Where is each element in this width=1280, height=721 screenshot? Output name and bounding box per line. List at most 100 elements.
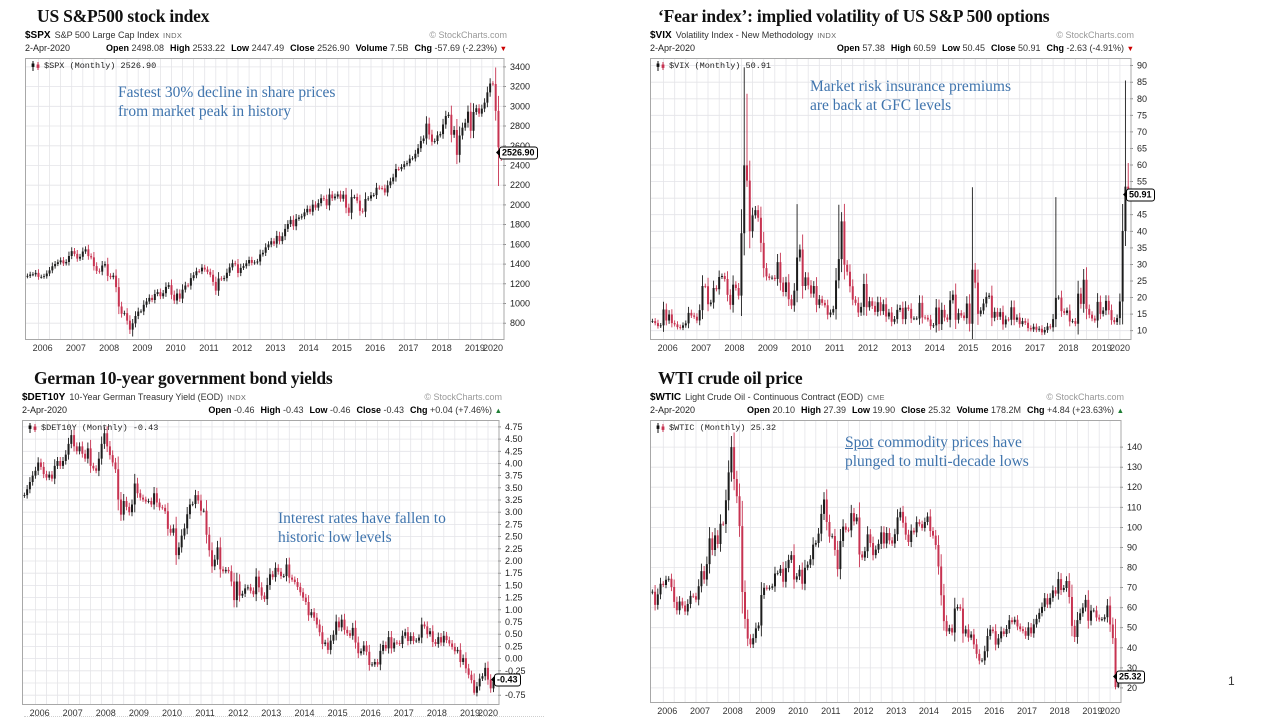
svg-text:2018: 2018 xyxy=(1058,343,1078,353)
svg-text:2011: 2011 xyxy=(195,708,214,718)
annotation: Spot commodity prices have plunged to mu… xyxy=(845,434,1029,472)
panel-title: US S&P500 stock index xyxy=(37,6,210,26)
svg-text:2012: 2012 xyxy=(853,706,873,716)
svg-text:1.00: 1.00 xyxy=(505,605,523,615)
last-price-tag: -0.43 xyxy=(491,673,521,687)
svg-text:120: 120 xyxy=(1127,482,1142,492)
candlestick-icon xyxy=(656,423,665,433)
page-number: 1 xyxy=(1228,674,1235,688)
svg-text:2009: 2009 xyxy=(129,708,149,718)
svg-text:140: 140 xyxy=(1127,442,1142,452)
annotation-text: Interest rates have fallen to historic l… xyxy=(278,510,446,546)
exchange-label: CME xyxy=(867,393,885,402)
svg-text:55: 55 xyxy=(1137,177,1147,187)
ohlc-quote: Open 20.10 High 27.39 Low 19.90 Close 25.32… xyxy=(746,405,1124,415)
svg-text:75: 75 xyxy=(1137,110,1147,120)
svg-text:80: 80 xyxy=(1127,563,1137,573)
stockcharts-chart: $VIX Volatility Index - New Methodology … xyxy=(650,30,1174,356)
plot-area: 4.75 4.50 4.25 4.00 3.75 3.50 3.25 3.00 2.75 2.50… xyxy=(22,420,542,721)
quote-date: 2-Apr-2020 xyxy=(650,43,696,53)
svg-text:2016: 2016 xyxy=(361,708,381,718)
svg-text:2012: 2012 xyxy=(858,343,878,353)
svg-text:100: 100 xyxy=(1127,522,1142,532)
panel-det10y: German 10-year government bond yields $D… xyxy=(22,368,542,721)
svg-text:3400: 3400 xyxy=(510,62,530,72)
candlestick-icon xyxy=(656,61,665,71)
candlestick-chart: 3400 3200 3000 2800 2600 2400 2200 2000 1800 1600… xyxy=(25,58,530,353)
svg-text:2.50: 2.50 xyxy=(505,532,523,542)
svg-text:2015: 2015 xyxy=(332,343,352,353)
legend-label: $DET10Y (Monthly) -0.43 xyxy=(41,423,159,433)
svg-text:2017: 2017 xyxy=(398,343,418,353)
svg-text:2017: 2017 xyxy=(1017,706,1037,716)
quote-row: 2-Apr-2020 Open 57.38 High 60.59 Low 50.45… xyxy=(650,43,1134,57)
quote-row: 2-Apr-2020 Open 2498.08 High 2533.22 Low 2… xyxy=(25,43,507,57)
svg-text:110: 110 xyxy=(1127,502,1141,512)
ticker-row: $WTIC Light Crude Oil - Continuous Contr… xyxy=(650,392,1124,405)
candlestick-icon xyxy=(28,423,37,433)
svg-text:2007: 2007 xyxy=(691,343,711,353)
svg-text:2006: 2006 xyxy=(658,343,678,353)
ticker-symbol: $DET10Y xyxy=(22,392,66,403)
exchange-label: INDX xyxy=(163,31,183,40)
panel-title: WTI crude oil price xyxy=(658,368,803,388)
svg-text:2013: 2013 xyxy=(886,706,906,716)
panel-spx: US S&P500 stock index $SPX S&P 500 Large… xyxy=(25,6,547,356)
divider xyxy=(24,716,544,719)
svg-text:30: 30 xyxy=(1137,259,1147,269)
svg-text:1400: 1400 xyxy=(510,259,530,269)
svg-text:2.25: 2.25 xyxy=(505,544,523,554)
annotation: Market risk insurance premiums are back … xyxy=(810,78,1011,116)
stockcharts-chart: $DET10Y 10-Year German Treasury Yield (E… xyxy=(22,392,542,721)
svg-text:2008: 2008 xyxy=(724,343,744,353)
stockcharts-credit: © StockCharts.com xyxy=(424,392,502,402)
svg-text:35: 35 xyxy=(1137,243,1147,253)
svg-text:2.75: 2.75 xyxy=(505,519,523,529)
stockcharts-credit: © StockCharts.com xyxy=(1046,392,1124,402)
svg-text:2011: 2011 xyxy=(199,343,218,353)
svg-text:2015: 2015 xyxy=(952,706,972,716)
svg-text:4.50: 4.50 xyxy=(505,434,523,444)
ticker-symbol: $VIX xyxy=(650,30,672,41)
svg-text:1.25: 1.25 xyxy=(505,593,523,603)
svg-text:2015: 2015 xyxy=(958,343,978,353)
svg-text:2018: 2018 xyxy=(1050,706,1070,716)
svg-text:2008: 2008 xyxy=(96,708,116,718)
annotation: Fastest 30% decline in share prices from… xyxy=(118,84,335,122)
svg-text:2016: 2016 xyxy=(984,706,1004,716)
svg-text:2800: 2800 xyxy=(510,121,530,131)
panel-vix: ‘Fear index’: implied volatility of US S… xyxy=(650,6,1174,356)
svg-text:2009: 2009 xyxy=(755,706,775,716)
ticker-row: $DET10Y 10-Year German Treasury Yield (E… xyxy=(22,392,502,405)
svg-text:15: 15 xyxy=(1137,309,1147,319)
svg-text:65: 65 xyxy=(1137,144,1147,154)
svg-text:2013: 2013 xyxy=(265,343,285,353)
candlestick-icon xyxy=(31,61,40,71)
ticker-row: $SPX S&P 500 Large Cap Index INDX © Stoc… xyxy=(25,30,507,43)
svg-text:10: 10 xyxy=(1137,326,1147,336)
svg-text:2009: 2009 xyxy=(132,343,152,353)
svg-text:45: 45 xyxy=(1137,210,1147,220)
legend-label: $WTIC (Monthly) 25.32 xyxy=(669,423,777,433)
svg-text:3.50: 3.50 xyxy=(505,483,523,493)
svg-text:2011: 2011 xyxy=(825,343,844,353)
chart-legend: $SPX (Monthly) 2526.90 xyxy=(30,61,156,71)
svg-text:2007: 2007 xyxy=(63,708,83,718)
annotation-underline: Spot xyxy=(845,434,874,451)
svg-text:2012: 2012 xyxy=(232,343,252,353)
svg-text:2020: 2020 xyxy=(483,343,503,353)
ohlc-quote: Open 2498.08 High 2533.22 Low 2447.49 Close… xyxy=(105,43,507,53)
svg-text:50: 50 xyxy=(1127,623,1137,633)
svg-text:-0.75: -0.75 xyxy=(505,690,526,700)
svg-text:2006: 2006 xyxy=(30,708,50,718)
svg-text:3.75: 3.75 xyxy=(505,471,523,481)
svg-text:1200: 1200 xyxy=(510,279,530,289)
svg-text:2017: 2017 xyxy=(1025,343,1045,353)
svg-text:60: 60 xyxy=(1127,603,1137,613)
svg-text:20: 20 xyxy=(1127,683,1137,693)
svg-text:2019: 2019 xyxy=(460,708,480,718)
svg-text:2017: 2017 xyxy=(394,708,414,718)
svg-text:2019: 2019 xyxy=(1082,706,1102,716)
ticker-symbol: $WTIC xyxy=(650,392,682,403)
quote-row: 2-Apr-2020 Open 20.10 High 27.39 Low 19.90… xyxy=(650,405,1124,419)
